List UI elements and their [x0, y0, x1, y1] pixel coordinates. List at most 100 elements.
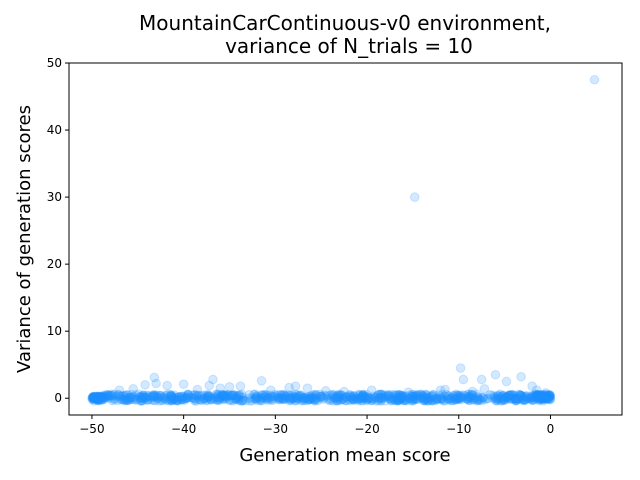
- scatter-point: [527, 392, 537, 403]
- scatter-point: [238, 395, 249, 405]
- chart-title-line-2: variance of N_trials = 10: [225, 34, 473, 58]
- scatter-point: [494, 392, 505, 402]
- scatter-point: [336, 390, 347, 400]
- scatter-point: [125, 393, 136, 404]
- scatter-point: [333, 390, 344, 401]
- scatter-point: [190, 390, 200, 401]
- scatter-point: [94, 392, 104, 402]
- scatter-point: [431, 394, 441, 404]
- scatter-point: [540, 392, 550, 402]
- scatter-point: [332, 393, 343, 404]
- scatter-point: [150, 390, 161, 401]
- scatter-point: [263, 395, 274, 405]
- scatter-point: [373, 394, 384, 404]
- scatter-point: [391, 394, 402, 404]
- scatter-point: [93, 394, 104, 405]
- scatter-point: [522, 391, 533, 401]
- scatter-point: [122, 395, 133, 406]
- scatter-point: [384, 390, 394, 401]
- scatter-point: [249, 389, 259, 400]
- scatter-point: [214, 395, 224, 405]
- scatter-point: [453, 393, 464, 404]
- scatter-point: [456, 394, 466, 405]
- scatter-point: [129, 394, 139, 405]
- scatter-point: [472, 393, 483, 403]
- scatter-point: [166, 391, 177, 401]
- scatter-point: [91, 392, 101, 402]
- scatter-point: [118, 394, 129, 404]
- scatter-point: [446, 395, 456, 406]
- scatter-point: [376, 392, 387, 403]
- scatter-point: [520, 395, 530, 406]
- scatter-point: [88, 392, 99, 402]
- scatter-point: [223, 390, 234, 400]
- scatter-point: [163, 389, 174, 400]
- scatter-point: [538, 393, 549, 403]
- scatter-point: [169, 390, 180, 400]
- scatter-point: [493, 391, 504, 401]
- scatter-point: [157, 395, 168, 406]
- scatter-point: [212, 392, 223, 403]
- scatter-point: [428, 394, 438, 405]
- scatter-point: [535, 393, 546, 404]
- scatter-point: [267, 395, 278, 406]
- scatter-point: [90, 393, 100, 403]
- scatter-point: [327, 391, 338, 402]
- scatter-point: [467, 390, 478, 400]
- scatter-point: [137, 390, 148, 401]
- scatter-point: [178, 391, 189, 402]
- scatter-point: [122, 394, 132, 404]
- scatter-point: [89, 391, 100, 402]
- scatter-point: [120, 395, 131, 405]
- scatter-point: [126, 389, 137, 400]
- scatter-point: [166, 392, 177, 402]
- scatter-point: [169, 394, 180, 404]
- scatter-point: [389, 395, 400, 405]
- scatter-point: [135, 394, 146, 404]
- scatter-point: [152, 390, 163, 401]
- scatter-point: [284, 391, 295, 401]
- scatter-point: [118, 395, 128, 405]
- scatter-point: [395, 392, 406, 403]
- scatter-point: [538, 393, 549, 403]
- scatter-point: [171, 395, 181, 406]
- scatter-point: [306, 392, 316, 403]
- scatter-point: [503, 390, 513, 401]
- scatter-point: [93, 395, 104, 406]
- scatter-point: [332, 390, 343, 401]
- scatter-point: [399, 394, 409, 405]
- scatter-point: [278, 390, 289, 400]
- scatter-point: [179, 395, 190, 405]
- scatter-point: [420, 393, 430, 404]
- scatter-point: [244, 393, 254, 404]
- scatter-point: [301, 392, 311, 402]
- outlier-point: [114, 385, 125, 395]
- scatter-point: [280, 390, 290, 401]
- scatter-point: [152, 392, 163, 402]
- scatter-point: [290, 391, 301, 402]
- scatter-point: [253, 392, 263, 403]
- scatter-point: [492, 390, 503, 400]
- outlier-point: [256, 376, 267, 386]
- scatter-point: [122, 390, 133, 400]
- scatter-point: [96, 392, 107, 403]
- scatter-point: [102, 391, 112, 402]
- scatter-point: [292, 394, 303, 404]
- scatter-point: [420, 392, 431, 403]
- scatter-point: [130, 390, 141, 400]
- scatter-point: [92, 393, 103, 404]
- scatter-point: [281, 391, 291, 402]
- scatter-point: [308, 394, 319, 405]
- scatter-point: [358, 393, 369, 403]
- scatter-point: [231, 394, 242, 404]
- scatter-point: [360, 393, 370, 403]
- scatter-point: [89, 393, 99, 404]
- scatter-point: [533, 390, 543, 400]
- scatter-point: [535, 392, 546, 402]
- scatter-point: [545, 391, 555, 401]
- scatter-point: [536, 390, 547, 400]
- scatter-point: [273, 394, 284, 405]
- scatter-point: [495, 389, 506, 400]
- scatter-point: [217, 389, 227, 400]
- scatter-point: [91, 393, 101, 404]
